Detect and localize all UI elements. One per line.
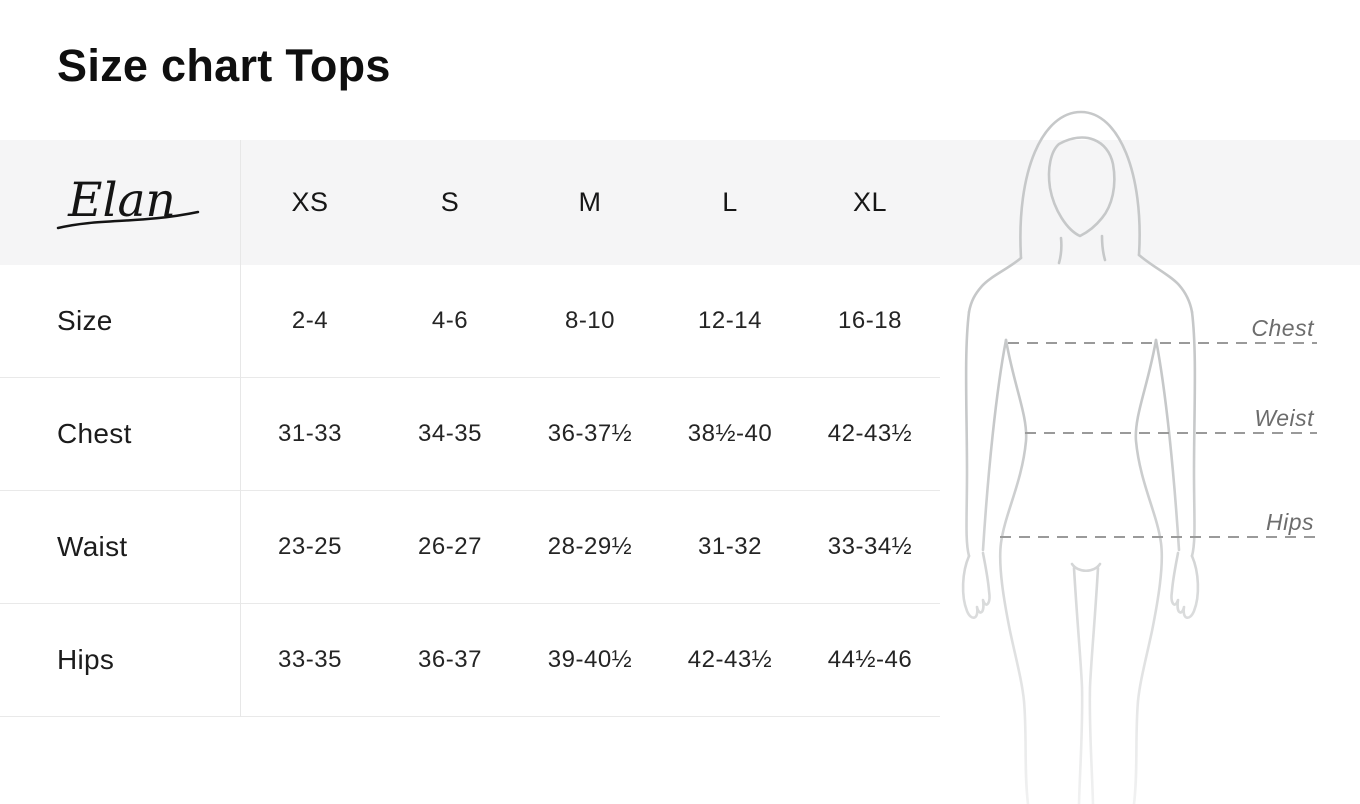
table-header-row: Elan XS S M L XL	[0, 140, 940, 265]
table-cell: 16-18	[838, 307, 902, 334]
table-cell: 4-6	[431, 307, 469, 334]
column-header-s: S	[440, 187, 460, 217]
brand-logo: Elan	[0, 140, 240, 265]
table-cell: 36-37½	[547, 420, 633, 447]
row-label-waist: Waist	[57, 531, 128, 562]
row-label-chest: Chest	[57, 418, 132, 449]
table-header-band	[0, 140, 1360, 265]
table-cell: 31-33	[278, 420, 342, 447]
table-cell: 33-34½	[827, 533, 913, 560]
table-row-chest: Chest 31-33 34-35 36-37½ 38½-40 42-43½	[0, 378, 940, 491]
table-cell: 44½-46	[827, 646, 913, 673]
table-row-hips: Hips 33-35 36-37 39-40½ 42-43½ 44½-46	[0, 604, 940, 717]
face-outline	[1047, 136, 1116, 238]
table-cell: 42-43½	[827, 420, 913, 447]
brand-logo-underline	[56, 210, 200, 230]
torso-leg-left	[998, 338, 1030, 804]
table-cell: 39-40½	[547, 646, 633, 673]
neck-left	[1057, 236, 1063, 265]
table-cell: 28-29½	[547, 533, 633, 560]
table-cell: 8-10	[564, 307, 616, 334]
hand-right	[1170, 551, 1200, 619]
arm-inner-left	[981, 338, 1008, 552]
measurement-label-chest: Chest	[1251, 315, 1315, 341]
neck-right	[1100, 234, 1107, 262]
inner-leg-right	[1088, 566, 1100, 804]
table-cell: 36-37	[418, 646, 482, 673]
inner-leg-left	[1072, 566, 1084, 804]
row-label-hips: Hips	[57, 644, 115, 675]
arm-outer-right	[1190, 310, 1197, 558]
measurement-label-waist: Weist	[1254, 405, 1315, 431]
column-header-m: M	[578, 187, 602, 217]
table-column-divider	[240, 140, 241, 717]
table-cell: 26-27	[418, 533, 482, 560]
column-header-xs: XS	[291, 187, 329, 217]
table-cell: 12-14	[698, 307, 762, 334]
brand-logo-graphic: Elan	[56, 173, 200, 230]
table-cell: 42-43½	[687, 646, 773, 673]
column-header-l: L	[722, 187, 738, 217]
crotch-line	[1070, 562, 1102, 573]
size-table: Elan XS S M L XL Size 2-4 4-6 8-10 12-14…	[0, 140, 940, 717]
table-cell: 38½-40	[687, 420, 773, 447]
body-outline	[961, 110, 1200, 804]
table-row-size: Size 2-4 4-6 8-10 12-14 16-18	[0, 265, 940, 378]
measurement-lines	[1000, 342, 1317, 538]
row-label-size: Size	[57, 305, 113, 336]
table-row-waist: Waist 23-25 26-27 28-29½ 31-32 33-34½	[0, 491, 940, 604]
shoulder-left	[967, 256, 1023, 314]
table-cell: 2-4	[291, 307, 329, 334]
hand-left	[961, 551, 991, 619]
measurement-label-hips: Hips	[1266, 509, 1314, 535]
table-cell: 34-35	[418, 420, 482, 447]
column-header-xl: XL	[852, 187, 888, 217]
torso-leg-right	[1132, 338, 1164, 804]
arm-inner-right	[1154, 338, 1181, 552]
table-cell: 31-32	[698, 533, 762, 560]
page-title: Size chart Tops	[57, 40, 391, 91]
shoulder-right	[1137, 253, 1194, 314]
arm-outer-left	[964, 310, 971, 558]
table-cell: 33-35	[278, 646, 342, 673]
hair-outline	[1019, 110, 1141, 260]
woman-silhouette-illustration: Chest Weist Hips	[961, 110, 1317, 804]
table-cell: 23-25	[278, 533, 342, 560]
